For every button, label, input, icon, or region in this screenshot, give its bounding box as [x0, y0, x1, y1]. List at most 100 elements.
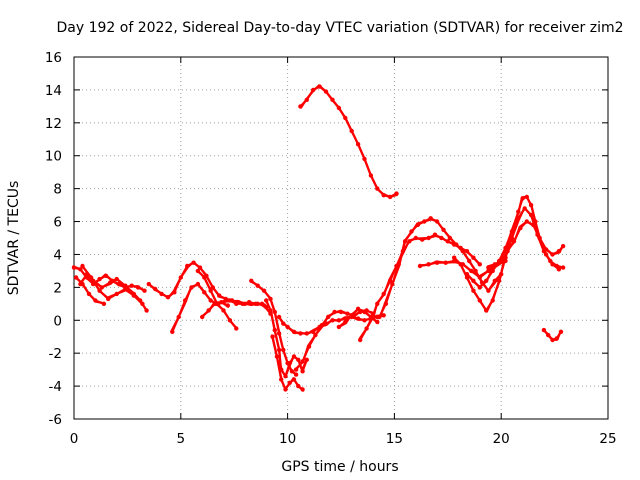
data-point [452, 255, 457, 260]
data-point [287, 380, 292, 385]
data-point [362, 309, 367, 315]
data-point [304, 331, 309, 336]
data-point [219, 300, 224, 305]
data-point [281, 347, 286, 353]
y-tick-label: 16 [45, 50, 62, 66]
data-point [274, 354, 280, 359]
data-point [326, 314, 331, 320]
chart-title: Day 192 of 2022, Sidereal Day-to-day VTE… [57, 20, 624, 36]
data-point [221, 308, 226, 313]
data-point [270, 334, 275, 339]
data-point [338, 309, 344, 315]
data-point [375, 186, 380, 191]
data-point [80, 263, 85, 269]
data-point [135, 285, 141, 290]
data-point [377, 314, 382, 320]
y-tick-label: 14 [45, 83, 62, 99]
data-point [249, 278, 254, 283]
data-point [336, 318, 342, 323]
data-point [358, 337, 363, 343]
data-point [210, 285, 215, 290]
data-point [471, 255, 476, 260]
data-point [281, 321, 286, 326]
data-point [106, 296, 111, 302]
data-point [496, 278, 502, 283]
series-arc-13 [293, 308, 376, 372]
data-point [304, 357, 309, 362]
data-point [185, 263, 190, 269]
data-point [234, 326, 239, 331]
data-point [477, 298, 482, 303]
data-point [170, 329, 175, 334]
data-point [556, 249, 562, 254]
series-arc-4 [80, 263, 145, 306]
data-point [300, 359, 305, 364]
data-point [208, 288, 213, 293]
data-point [560, 265, 566, 270]
data-point [355, 142, 361, 147]
data-point [300, 369, 305, 374]
data-point [460, 249, 465, 254]
data-point [202, 290, 207, 295]
series-arc-12 [276, 313, 386, 336]
data-point [264, 298, 269, 303]
series-group [71, 84, 566, 392]
data-point [524, 194, 529, 200]
data-point [422, 219, 427, 224]
data-point [505, 249, 510, 254]
data-point [97, 288, 102, 293]
series-arc-15 [336, 306, 380, 330]
y-tick-label: -6 [49, 412, 62, 428]
data-point [546, 332, 551, 338]
data-point [191, 260, 196, 265]
data-point [362, 318, 367, 323]
data-point [355, 316, 361, 321]
x-tick-label: 15 [386, 431, 403, 447]
y-tick-label: -4 [49, 379, 62, 395]
data-point [131, 293, 136, 298]
data-point [445, 239, 450, 244]
data-point [296, 383, 301, 389]
data-point [387, 278, 393, 283]
y-axis-label: SDTVAR / TECUs [6, 181, 22, 296]
x-axis-label: GPS time / hours [281, 459, 398, 475]
data-point [287, 360, 292, 366]
y-tick-label: 10 [45, 149, 62, 165]
series-line [171, 283, 268, 333]
data-point [556, 267, 562, 272]
data-point [293, 367, 299, 372]
data-point [129, 283, 134, 288]
series-noise [299, 84, 399, 198]
data-point [428, 216, 433, 221]
data-point [343, 115, 348, 121]
data-point [550, 337, 555, 343]
data-point [349, 313, 354, 318]
y-tick-label: 8 [53, 182, 62, 198]
data-point [101, 301, 107, 306]
data-point [223, 296, 228, 302]
x-tick-label: 0 [70, 431, 79, 447]
data-point [172, 290, 177, 295]
data-point [490, 298, 495, 303]
series-arc-11 [270, 334, 305, 392]
data-point [93, 298, 98, 303]
series-noise [170, 283, 267, 332]
data-point [296, 357, 301, 362]
data-point [464, 249, 470, 254]
data-point [524, 219, 529, 224]
data-point [304, 97, 309, 103]
data-point [415, 222, 421, 227]
data-point [285, 324, 290, 330]
data-point [503, 245, 508, 251]
data-point [420, 237, 425, 242]
data-point [165, 295, 171, 300]
data-point [78, 281, 83, 287]
data-point [477, 275, 482, 280]
x-tick-label: 25 [599, 431, 616, 447]
data-point [484, 278, 489, 283]
data-point [195, 268, 201, 274]
data-point [336, 105, 342, 111]
data-point [108, 280, 113, 285]
data-point [153, 286, 158, 292]
data-point [144, 308, 149, 313]
